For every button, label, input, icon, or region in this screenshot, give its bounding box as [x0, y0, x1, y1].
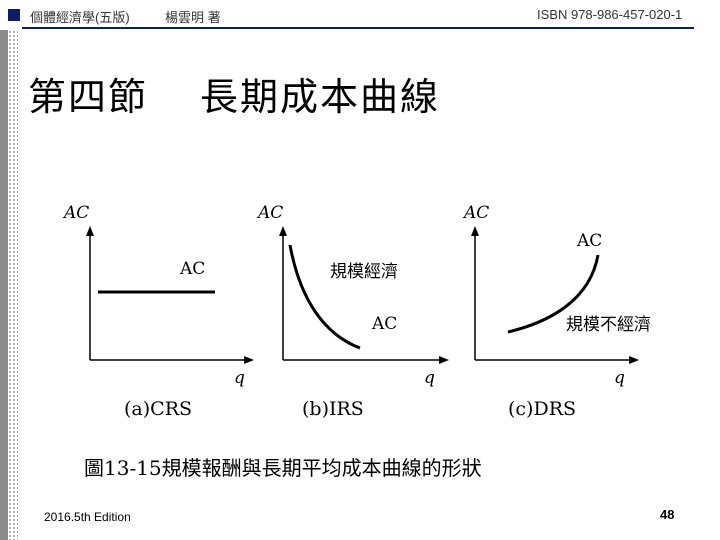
panel-b-curve-label: AC — [372, 314, 398, 334]
panel-a-curve-label: AC — [180, 259, 206, 279]
panel-b-annotation: 規模經濟 — [330, 262, 398, 282]
panel-b-irs — [279, 226, 449, 364]
panel-b-y-label: AC — [258, 203, 284, 223]
page-number: 48 — [660, 507, 675, 522]
left-sidebar-texture — [8, 30, 18, 540]
left-sidebar-bar — [0, 30, 8, 540]
edition-footer: 2016.5th Edition — [44, 510, 131, 524]
panel-c-caption: (c)DRS — [508, 398, 577, 420]
panel-a-y-label: AC — [64, 203, 90, 223]
panel-c-y-label: AC — [464, 203, 490, 223]
header-bullet-icon — [8, 9, 20, 21]
panel-c-curve-label: AC — [577, 231, 603, 251]
panel-b-y-arrow-icon — [279, 226, 287, 236]
panel-c-ac-curve — [507, 254, 600, 334]
slide-title: 長期成本曲線 — [200, 75, 441, 119]
panel-c-y-arrow-icon — [471, 226, 479, 236]
panel-a-x-label: q — [234, 368, 245, 388]
section-number: 第四節 — [28, 75, 149, 119]
panel-a-y-arrow-icon — [86, 226, 94, 236]
panel-b-x-label: q — [424, 368, 435, 388]
panel-a-crs — [86, 226, 254, 364]
panel-c-x-arrow-icon — [629, 356, 639, 364]
panel-a-x-arrow-icon — [244, 356, 254, 364]
panel-a-caption: (a)CRS — [124, 398, 193, 420]
panel-b-caption: (b)IRS — [302, 398, 364, 420]
book-title: 個體經濟學(五版) — [30, 10, 130, 25]
author: 楊雲明 著 — [165, 10, 221, 25]
panel-c-annotation: 規模不經濟 — [566, 315, 651, 335]
panel-c-x-label: q — [614, 368, 625, 388]
header-rule — [22, 27, 694, 29]
panel-b-ac-curve — [288, 244, 361, 350]
isbn: ISBN 978-986-457-020-1 — [537, 7, 683, 22]
figure-caption: 圖13-15規模報酬與長期平均成本曲線的形狀 — [84, 456, 482, 480]
panel-c-drs — [471, 226, 639, 364]
panel-b-x-arrow-icon — [439, 356, 449, 364]
slide-header: 個體經濟學(五版) 楊雲明 著 ISBN 978-986-457-020-1 — [0, 0, 720, 30]
